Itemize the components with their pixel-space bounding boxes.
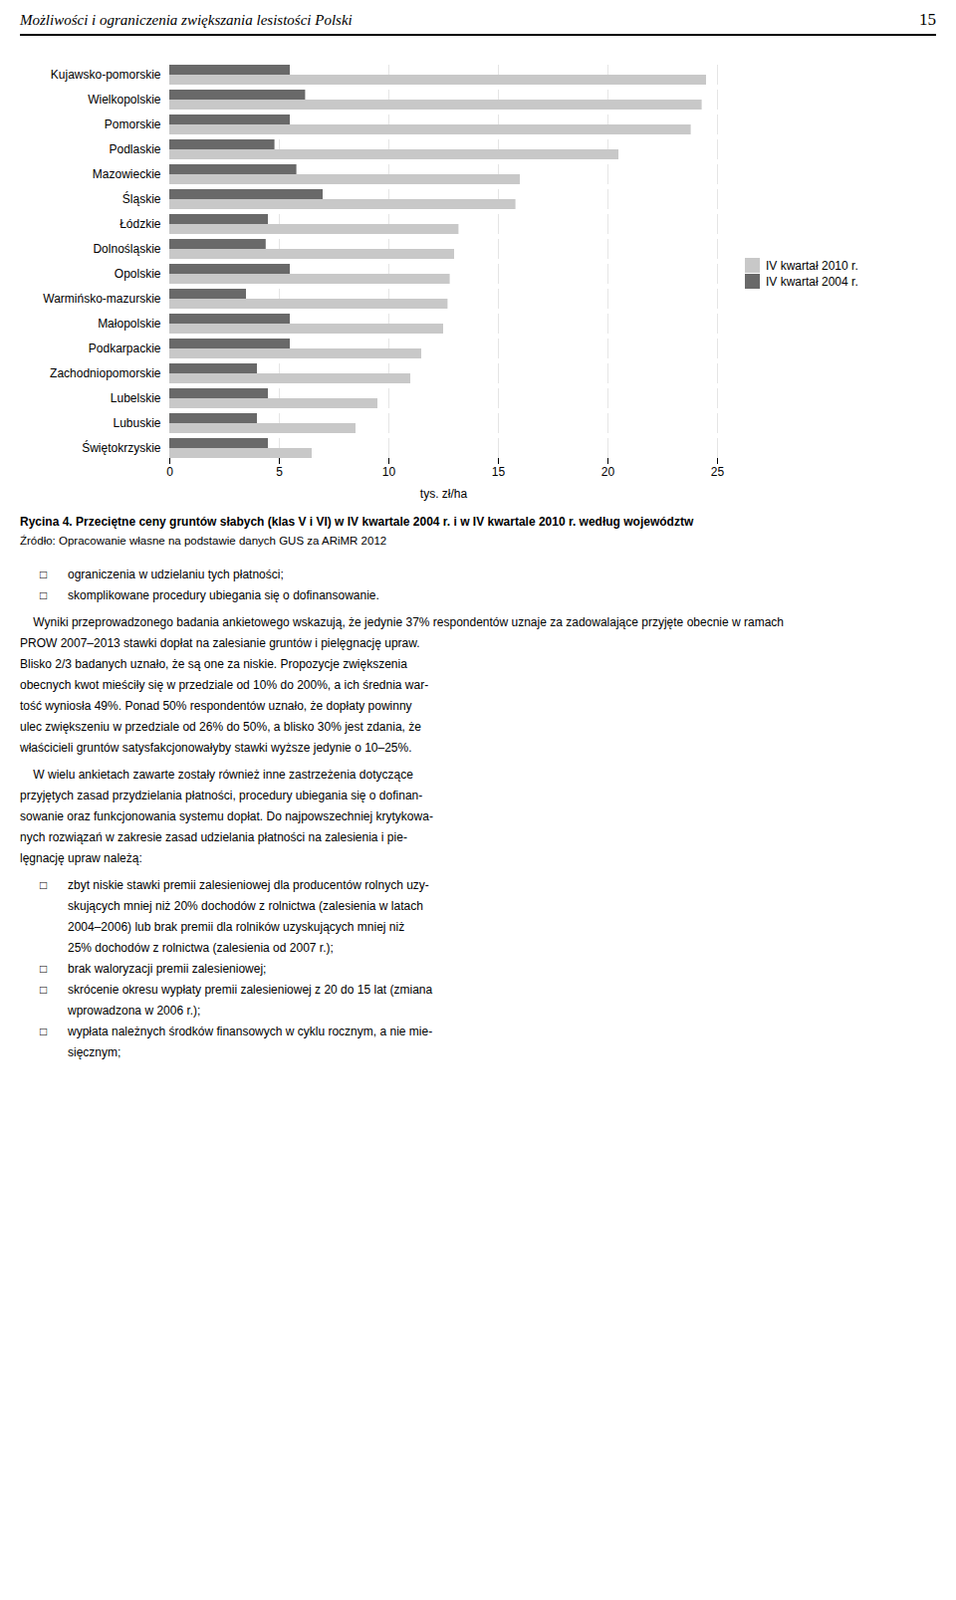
- html-text:skomplikowane procedury ubiega: skomplikowane procedury ubiegania się o …: [67, 588, 380, 603]
- html-text:lęgnację upraw należą:: lęgnację upraw należą:: [19, 851, 143, 866]
- svg-text:Pomorskie: Pomorskie: [104, 117, 162, 132]
- svg-text:Łódzkie: Łódzkie: [119, 217, 162, 232]
- html-text:sięcznym;: sięcznym;: [67, 1045, 121, 1060]
- html-text:PROW 2007–2013 stawki dopłat n: PROW 2007–2013 stawki dopłat na zalesian…: [19, 636, 420, 651]
- svg-text:10: 10: [382, 465, 397, 479]
- html-text:tość wyniosła 49%. Ponad 50% r: tość wyniosła 49%. Ponad 50% respondentó…: [19, 698, 412, 713]
- svg-text:Podlaskie: Podlaskie: [108, 142, 161, 157]
- svg-text:Mazowieckie: Mazowieckie: [92, 167, 162, 182]
- svg-text:5: 5: [275, 465, 283, 479]
- svg-text:Dolnośląskie: Dolnośląskie: [92, 241, 161, 256]
- html-text:Wyniki przeprowadzonego badani: Wyniki przeprowadzonego badania ankietow…: [19, 615, 784, 630]
- html-text:wprowadzona w 2006 r.);: wprowadzona w 2006 r.);: [67, 1003, 201, 1018]
- html-text:Rycina 4. Przeciętne ceny grun: Rycina 4. Przeciętne ceny gruntów słabyc…: [19, 514, 694, 529]
- html-text:15: 15: [919, 9, 937, 29]
- html-text:ulec zwiększeniu w przedziale: ulec zwiększeniu w przedziale od 26% do …: [19, 719, 422, 734]
- html-text:2004–2006) lub brak premii dla: 2004–2006) lub brak premii dla rolników …: [67, 919, 405, 934]
- html-text:ograniczenia w udzielaniu tych: ograniczenia w udzielaniu tych płatności…: [67, 567, 284, 582]
- svg-text:Zachodniopomorskie: Zachodniopomorskie: [49, 366, 162, 381]
- html-text:skrócenie okresu wypłaty premi: skrócenie okresu wypłaty premii zalesien…: [67, 982, 433, 997]
- html-text:wypłata należnych środków fina: wypłata należnych środków finansowych w …: [67, 1024, 433, 1039]
- svg-text:Małopolskie: Małopolskie: [97, 316, 162, 331]
- html-text:25% dochodów z rolnictwa (zale: 25% dochodów z rolnictwa (zalesienia od …: [67, 940, 334, 955]
- svg-text:Warmińsko-mazurskie: Warmińsko-mazurskie: [42, 291, 162, 306]
- html-text:brak waloryzacji premii zalesi: brak waloryzacji premii zalesieniowej;: [67, 961, 267, 976]
- html-text:sowanie oraz funkcjonowania sy: sowanie oraz funkcjonowania systemu dopł…: [19, 809, 434, 824]
- html-text:W wielu ankietach zawarte zost: W wielu ankietach zawarte zostały równie…: [19, 767, 414, 782]
- svg-text:25: 25: [711, 465, 725, 479]
- html-text:obecnych kwot mieściły się w p: obecnych kwot mieściły się w przedziale …: [19, 677, 429, 692]
- svg-text:20: 20: [601, 465, 616, 479]
- svg-text:Podkarpackie: Podkarpackie: [88, 341, 162, 356]
- html-text:Blisko 2/3 badanych uznało, że: Blisko 2/3 badanych uznało, że są one za…: [19, 657, 408, 671]
- html-text:IV kwartał 2010 r.: IV kwartał 2010 r.: [765, 258, 859, 273]
- svg-text:0: 0: [166, 465, 174, 479]
- svg-text:15: 15: [491, 465, 506, 479]
- html-text:Źródło: Opracowanie własne na: Źródło: Opracowanie własne na podstawie …: [19, 534, 387, 547]
- svg-text:Świętokrzyskie: Świętokrzyskie: [81, 440, 162, 456]
- html-text:nych rozwiązań w zakresie zasa: nych rozwiązań w zakresie zasad udzielan…: [19, 830, 408, 845]
- html-text:Możliwości i ograniczenia zwię: Możliwości i ograniczenia zwiększania le…: [19, 11, 353, 28]
- svg-text:Lubelskie: Lubelskie: [110, 391, 162, 406]
- html-text:przyjętych zasad przydzielania: przyjętych zasad przydzielania płatności…: [19, 788, 423, 803]
- html-text:zbyt niskie stawki premii zale: zbyt niskie stawki premii zalesieniowej …: [67, 878, 430, 893]
- svg-text:Opolskie: Opolskie: [114, 266, 162, 281]
- svg-text:Lubuskie: Lubuskie: [112, 416, 161, 431]
- svg-text:tys. zł/ha: tys. zł/ha: [420, 486, 469, 501]
- svg-text:Śląskie: Śląskie: [122, 191, 162, 207]
- html-text:skujących mniej niż 20% dochod: skujących mniej niż 20% dochodów z rolni…: [67, 899, 424, 913]
- html-text:właścicieli gruntów satysfakcj: właścicieli gruntów satysfakcjonowałyby …: [19, 740, 412, 755]
- html-text:IV kwartał 2004 r.: IV kwartał 2004 r.: [765, 274, 859, 289]
- svg-text:Wielkopolskie: Wielkopolskie: [87, 92, 162, 107]
- svg-text:Kujawsko-pomorskie: Kujawsko-pomorskie: [50, 67, 162, 82]
